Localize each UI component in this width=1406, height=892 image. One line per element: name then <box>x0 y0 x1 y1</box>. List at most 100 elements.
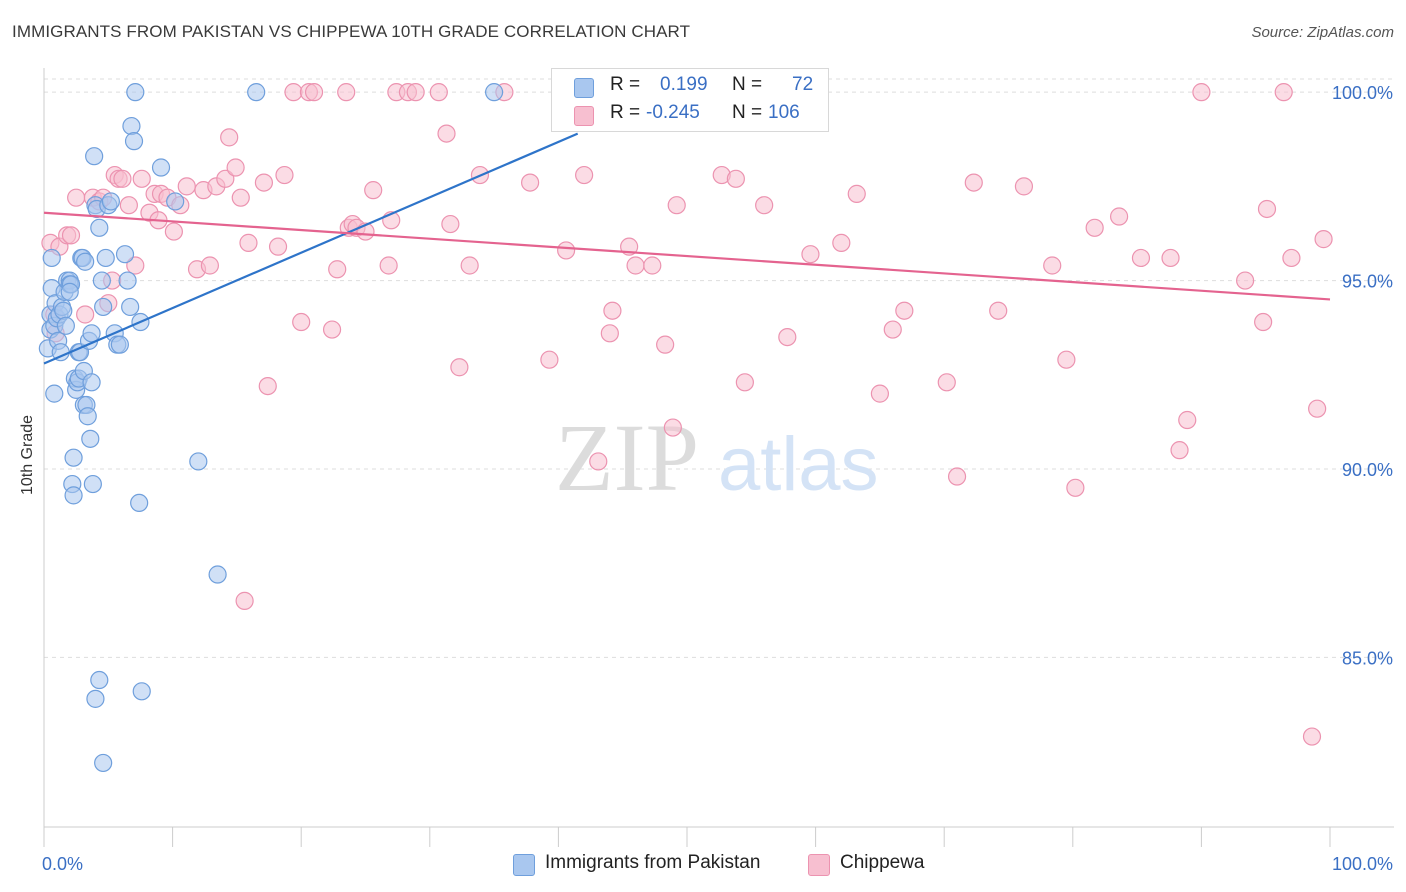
legend-n-label: N = <box>732 102 763 123</box>
chippewa-point <box>1057 350 1076 369</box>
pakistan-point <box>121 297 140 317</box>
chippewa-point <box>1178 410 1197 430</box>
chippewa-point <box>268 237 288 256</box>
chippewa-point <box>1302 727 1322 746</box>
chippewa-point <box>1066 478 1085 497</box>
chippewa-point <box>778 327 797 347</box>
tick-labels: 85.0% 90.0% 95.0% 100.0% 0.0% 100.0% <box>42 83 1393 874</box>
chippewa-point <box>663 418 682 437</box>
chippewa-point <box>322 320 342 339</box>
chippewa-point <box>937 373 956 392</box>
chippewa-point <box>429 83 448 102</box>
legend-r-value: -0.245 <box>646 102 700 123</box>
chippewa-point <box>1131 248 1151 268</box>
pakistan-point <box>81 429 100 448</box>
chippewa-point <box>126 256 145 275</box>
chippewa-point <box>441 214 460 234</box>
pakistan-point <box>132 682 151 701</box>
chippewa-point <box>132 169 151 188</box>
chippewa-point <box>239 233 258 252</box>
pakistan-point <box>208 565 227 584</box>
pakistan-point <box>60 282 79 301</box>
chippewa-point <box>1170 441 1189 460</box>
pakistan-point <box>166 192 185 211</box>
chippewa-point <box>200 256 219 275</box>
legend-r-label: R = <box>610 102 641 123</box>
chippewa-point <box>1274 83 1293 102</box>
pakistan-point <box>45 384 64 403</box>
chippewa-point <box>603 301 622 320</box>
chippewa-point <box>895 301 914 320</box>
x-tick-label: 100.0% <box>1332 854 1393 874</box>
legend-n-value: 106 <box>768 102 800 123</box>
pakistan-point <box>86 689 105 708</box>
chippewa-point <box>832 233 851 252</box>
legend-n-label: N = <box>732 74 763 95</box>
pakistan-point <box>247 83 266 102</box>
legend-r-label: R = <box>610 74 641 95</box>
chippewa-point <box>292 312 311 332</box>
chippewa-point <box>1192 83 1211 102</box>
chippewa-point <box>437 124 456 143</box>
chippewa-point <box>643 256 662 275</box>
chippewa-point <box>656 335 675 354</box>
y-axis-label: 10th Grade <box>19 414 36 496</box>
chippewa-point <box>406 83 425 102</box>
pakistan-point <box>90 218 109 237</box>
chippewa-point <box>540 350 559 369</box>
chippewa-point <box>379 256 398 275</box>
chippewa-point <box>735 373 754 392</box>
pakistan-point <box>124 132 144 151</box>
legend-r-value: 0.199 <box>660 74 708 95</box>
chippewa-points <box>41 83 1333 746</box>
pakistan-point <box>126 83 145 102</box>
pakistan-point <box>101 192 120 211</box>
chippewa-point <box>177 177 196 196</box>
chippewa-point <box>847 184 866 203</box>
pakistan-point <box>122 116 141 136</box>
legend-n-value: 72 <box>792 74 814 95</box>
chippewa-point <box>589 452 608 471</box>
chippewa-point <box>755 196 774 215</box>
chippewa-point <box>328 260 347 279</box>
chippewa-point <box>460 256 479 275</box>
chippewa-point <box>226 158 245 177</box>
x-tick-label: 0.0% <box>42 854 83 874</box>
chippewa-point <box>304 83 324 102</box>
chippewa-point <box>1236 271 1255 290</box>
pakistan-point <box>76 252 95 271</box>
chippewa-point <box>113 169 132 188</box>
grid-lines <box>44 78 1394 658</box>
chippewa-point <box>1014 177 1034 196</box>
pakistan-point <box>130 493 149 513</box>
pakistan-point <box>110 335 129 354</box>
chippewa-point <box>216 169 235 188</box>
trend-lines <box>43 132 1331 365</box>
chippewa-point <box>284 83 303 102</box>
chippewa-point <box>254 173 274 192</box>
chippewa-trend-line <box>43 211 1331 301</box>
legend-swatch-pink <box>574 106 594 126</box>
bottom-legend-label: Immigrants from Pakistan <box>545 852 761 873</box>
chippewa-point <box>964 173 983 192</box>
source-label: Source: ZipAtlas.com <box>1251 24 1394 41</box>
chippewa-point <box>575 165 594 185</box>
chippewa-point <box>364 181 383 200</box>
watermark-atlas: atlas <box>718 422 879 507</box>
pakistan-point <box>64 486 83 505</box>
y-tick-label: 90.0% <box>1342 460 1393 480</box>
pakistan-point <box>92 271 111 290</box>
chippewa-point <box>258 376 277 396</box>
pakistan-point <box>56 316 75 335</box>
chart-title: IMMIGRANTS FROM PAKISTAN VS CHIPPEWA 10T… <box>12 22 691 41</box>
bottom-legend-swatch-blue <box>513 854 535 876</box>
pakistan-point <box>78 407 97 426</box>
chippewa-point <box>235 591 254 610</box>
chippewa-point <box>76 305 95 324</box>
pakistan-point <box>64 448 83 467</box>
chippewa-point <box>337 83 356 102</box>
chippewa-point <box>1161 248 1180 268</box>
pakistan-point <box>54 301 73 320</box>
chippewa-point <box>726 169 745 188</box>
